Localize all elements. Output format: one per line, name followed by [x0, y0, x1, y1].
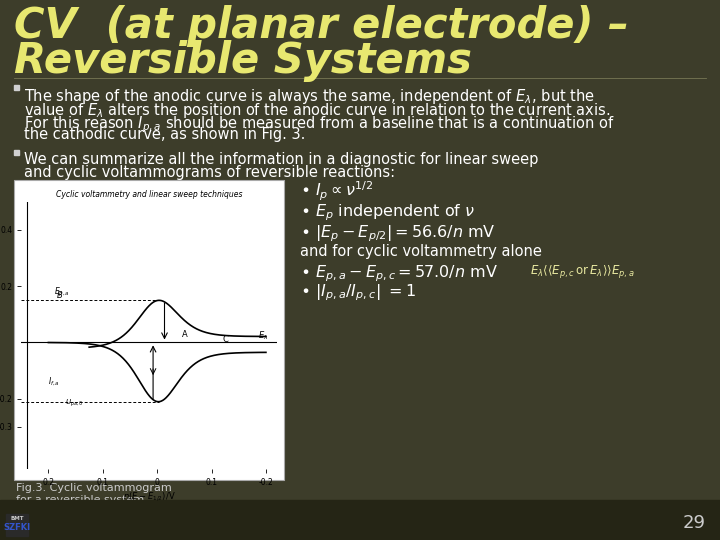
- Text: $\bullet\ |E_p - E_{p/2}| = 56.6/n$ mV: $\bullet\ |E_p - E_{p/2}| = 56.6/n$ mV: [300, 223, 495, 244]
- Text: C: C: [222, 335, 228, 343]
- Text: value of $E_\lambda$ alters the position of the anodic curve in relation to the : value of $E_\lambda$ alters the position…: [24, 100, 611, 119]
- Text: and cyclic voltammograms of reversible reactions:: and cyclic voltammograms of reversible r…: [24, 165, 395, 180]
- Bar: [14, 180, 284, 480]
- Text: We can summarize all the information in a diagnostic for linear sweep: We can summarize all the information in …: [24, 152, 539, 167]
- Text: CV  (at planar electrode) –: CV (at planar electrode) –: [14, 5, 629, 47]
- Text: The shape of the anodic curve is always the same, independent of $E_\lambda$, bu: The shape of the anodic curve is always …: [24, 87, 595, 106]
- Text: SZFKI: SZFKI: [4, 523, 30, 532]
- X-axis label: $n(E - E_{1/2})$/V: $n(E - E_{1/2})$/V: [122, 490, 176, 503]
- Text: $\bullet\ E_p$ independent of $\nu$: $\bullet\ E_p$ independent of $\nu$: [300, 202, 475, 222]
- Text: For this reason $I_{p,a}$ should be measured from a baseline that is a continuat: For this reason $I_{p,a}$ should be meas…: [24, 114, 615, 134]
- Text: A: A: [181, 330, 187, 339]
- Text: $E_\lambda$: $E_\lambda$: [258, 330, 269, 342]
- Text: B: B: [56, 291, 62, 300]
- Bar: [6, 514, 28, 536]
- Text: 29: 29: [683, 514, 706, 532]
- Title: Cyclic voltammetry and linear sweep techniques: Cyclic voltammetry and linear sweep tech…: [55, 191, 242, 199]
- Text: $\bullet\ I_p \propto \nu^{1/2}$: $\bullet\ I_p \propto \nu^{1/2}$: [300, 180, 373, 203]
- Text: $U_{pa,0}$: $U_{pa,0}$: [65, 397, 84, 409]
- Text: the cathodic curve, as shown in Fig. 3.: the cathodic curve, as shown in Fig. 3.: [24, 127, 305, 143]
- Text: Reversible Systems: Reversible Systems: [14, 40, 472, 82]
- Bar: [0, 500, 720, 540]
- Text: $\bullet\ E_{p,a} - E_{p,c} = 57.0/n$ mV: $\bullet\ E_{p,a} - E_{p,c} = 57.0/n$ mV: [300, 263, 498, 284]
- Text: $\bullet\ |I_{p,a}/I_{p,c}|\ = 1$: $\bullet\ |I_{p,a}/I_{p,c}|\ = 1$: [300, 282, 416, 302]
- Text: Fig.3. Cyclic voltammogram
for a reversible system: Fig.3. Cyclic voltammogram for a reversi…: [16, 483, 172, 504]
- Text: $E_\lambda\langle\langle E_{p,c}\,{\rm or}\,E_\lambda\rangle\rangle E_{p,a}$: $E_\lambda\langle\langle E_{p,c}\,{\rm o…: [530, 263, 634, 280]
- Text: $I_{f,a}$: $I_{f,a}$: [48, 375, 60, 388]
- Bar: [14, 150, 19, 155]
- Text: $E_{p,a}$: $E_{p,a}$: [54, 286, 70, 299]
- Bar: [14, 85, 19, 90]
- Text: and for cyclic voltammetry alone: and for cyclic voltammetry alone: [300, 244, 542, 259]
- Text: BMT: BMT: [10, 516, 24, 521]
